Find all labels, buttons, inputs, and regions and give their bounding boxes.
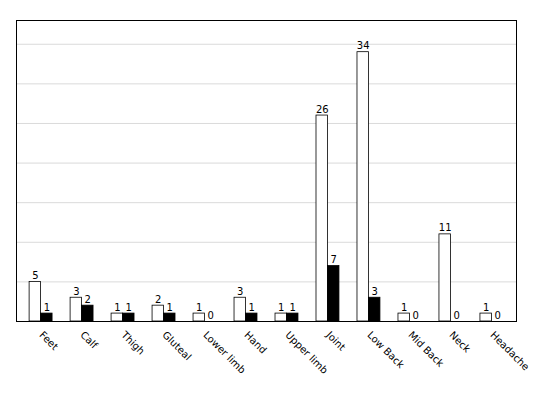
svg-text:1: 1 xyxy=(401,302,407,313)
svg-text:1: 1 xyxy=(167,302,173,313)
svg-text:1: 1 xyxy=(126,302,132,313)
svg-text:7: 7 xyxy=(331,254,337,265)
svg-text:3: 3 xyxy=(372,286,378,297)
svg-text:0: 0 xyxy=(208,310,214,321)
svg-text:Low Back: Low Back xyxy=(365,329,406,370)
svg-text:Hand: Hand xyxy=(242,329,268,355)
svg-text:1: 1 xyxy=(114,302,120,313)
svg-text:0: 0 xyxy=(412,310,418,321)
svg-text:Neck: Neck xyxy=(447,329,473,355)
svg-text:1: 1 xyxy=(249,302,255,313)
svg-text:3: 3 xyxy=(73,286,79,297)
svg-text:1: 1 xyxy=(290,302,296,313)
svg-text:Headache: Headache xyxy=(488,329,531,372)
svg-text:Calf: Calf xyxy=(78,329,100,351)
svg-text:Feet: Feet xyxy=(37,329,60,352)
svg-text:Lower limb: Lower limb xyxy=(201,329,248,376)
svg-text:1: 1 xyxy=(483,302,489,313)
svg-text:1: 1 xyxy=(278,302,284,313)
svg-text:3: 3 xyxy=(237,286,243,297)
svg-text:34: 34 xyxy=(357,40,370,51)
svg-text:Upper limb: Upper limb xyxy=(283,329,330,376)
svg-text:2: 2 xyxy=(155,294,161,305)
svg-text:2: 2 xyxy=(85,294,91,305)
svg-text:Joint: Joint xyxy=(324,329,348,353)
svg-text:Thigh: Thigh xyxy=(119,329,147,357)
svg-text:26: 26 xyxy=(316,104,329,115)
svg-text:1: 1 xyxy=(196,302,202,313)
svg-text:1: 1 xyxy=(44,302,50,313)
svg-text:0: 0 xyxy=(494,310,500,321)
svg-text:Gluteal: Gluteal xyxy=(160,329,193,362)
svg-text:5: 5 xyxy=(32,270,38,281)
svg-text:0: 0 xyxy=(453,310,459,321)
svg-text:11: 11 xyxy=(439,222,452,233)
svg-text:Mid Back: Mid Back xyxy=(406,329,446,369)
